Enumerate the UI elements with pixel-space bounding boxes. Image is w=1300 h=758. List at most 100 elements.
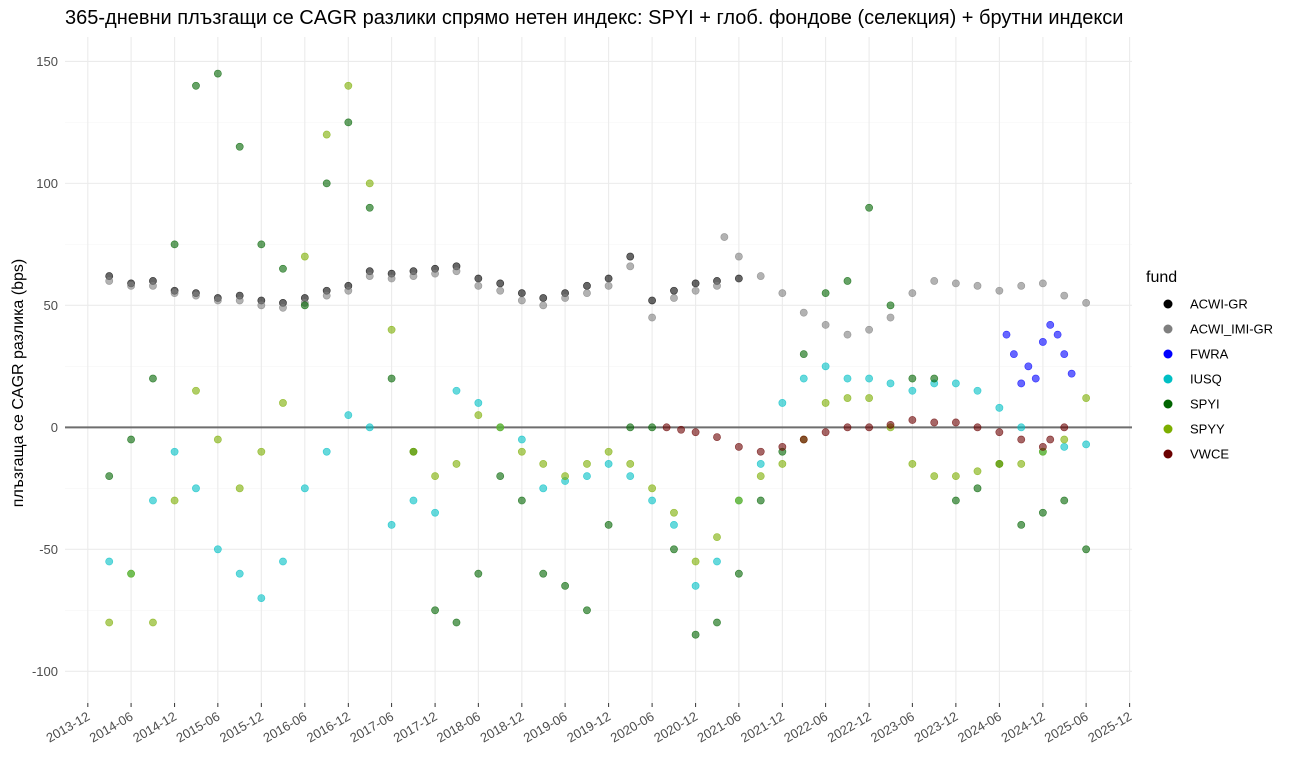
data-point: [799, 435, 808, 444]
data-point: [387, 374, 396, 383]
series-acwi-imi-gr: [105, 233, 1091, 339]
data-point: [192, 291, 200, 300]
y-axis-ticks: 150 100 50 0 -50 -100: [32, 54, 58, 679]
data-point: [213, 296, 222, 305]
data-point: [127, 435, 135, 444]
data-point: [930, 472, 939, 481]
data-point: [691, 428, 700, 437]
data-point: [930, 374, 939, 383]
data-point: [409, 272, 418, 280]
data-point: [1017, 460, 1026, 468]
legend-key: [1163, 374, 1173, 384]
data-point: [648, 313, 656, 322]
data-point: [452, 386, 461, 395]
data-point: [951, 496, 960, 505]
data-point: [778, 289, 787, 298]
data-point: [734, 274, 743, 283]
data-point: [930, 418, 939, 427]
data-point: [713, 281, 721, 290]
data-point: [843, 277, 852, 285]
data-point: [865, 203, 874, 212]
legend-label: FWRA: [1190, 347, 1229, 362]
data-point: [322, 179, 331, 188]
data-point: [908, 289, 917, 298]
data-point: [778, 442, 787, 451]
data-point: [995, 428, 1004, 437]
data-point: [648, 496, 656, 505]
data-point: [973, 467, 982, 476]
data-point: [821, 428, 830, 437]
data-point: [1017, 435, 1026, 444]
legend-key: [1163, 399, 1173, 409]
data-point: [517, 289, 526, 298]
data-point: [843, 374, 852, 383]
data-point: [886, 379, 895, 388]
data-point: [213, 545, 222, 554]
data-point: [821, 362, 830, 371]
data-point: [1038, 442, 1047, 451]
data-point: [865, 374, 874, 383]
y-tick-label: 50: [44, 298, 58, 313]
data-point: [648, 484, 656, 493]
data-point: [192, 81, 200, 90]
data-point: [431, 508, 439, 517]
data-point: [257, 240, 266, 249]
data-point: [908, 416, 917, 424]
data-point: [799, 308, 808, 317]
data-point: [604, 274, 613, 283]
data-point: [843, 330, 852, 339]
data-point: [995, 403, 1004, 412]
data-point: [105, 472, 114, 481]
data-point: [908, 386, 917, 395]
y-tick-label: -50: [39, 542, 58, 557]
data-point: [886, 420, 895, 429]
data-point: [583, 281, 591, 290]
data-point: [713, 618, 721, 627]
data-point: [170, 240, 179, 249]
data-point: [799, 374, 808, 383]
data-points: [105, 69, 1091, 639]
data-point: [322, 130, 331, 139]
data-point: [517, 496, 526, 505]
data-point: [1053, 330, 1062, 339]
data-point: [365, 272, 374, 280]
data-point: [1060, 435, 1069, 444]
data-point: [431, 606, 439, 615]
data-point: [1082, 440, 1091, 449]
data-point: [539, 569, 548, 578]
data-point: [279, 264, 287, 273]
data-point: [149, 281, 157, 290]
data-point: [279, 399, 287, 407]
y-axis-title: плъзгаща се CAGR разлика (bps): [10, 259, 27, 507]
data-point: [951, 418, 960, 427]
data-point: [539, 484, 548, 493]
legend-key: [1163, 349, 1173, 359]
data-point: [583, 606, 591, 615]
data-point: [713, 433, 721, 441]
data-point: [583, 460, 591, 468]
data-point: [865, 325, 874, 334]
data-point: [670, 545, 678, 554]
data-point: [539, 460, 548, 468]
legend: fund ACWI-GR ACWI_IMI-GR FWRA IUSQ SPYI SPYY V…: [1146, 269, 1273, 462]
data-point: [300, 252, 309, 261]
data-point: [365, 203, 374, 212]
data-point: [1031, 374, 1040, 383]
data-point: [778, 460, 787, 468]
data-point: [1009, 350, 1018, 359]
data-point: [431, 269, 439, 278]
data-point: [474, 569, 483, 578]
data-point: [713, 533, 721, 542]
data-point: [300, 301, 309, 310]
data-point: [821, 399, 830, 407]
data-point: [1060, 350, 1069, 359]
data-point: [930, 277, 939, 285]
data-point: [734, 496, 743, 505]
data-point: [213, 69, 222, 78]
data-point: [170, 496, 179, 505]
data-point: [1038, 279, 1047, 288]
y-tick-label: 150: [36, 54, 58, 69]
data-point: [105, 557, 114, 566]
data-point: [626, 472, 635, 481]
data-point: [127, 569, 135, 578]
